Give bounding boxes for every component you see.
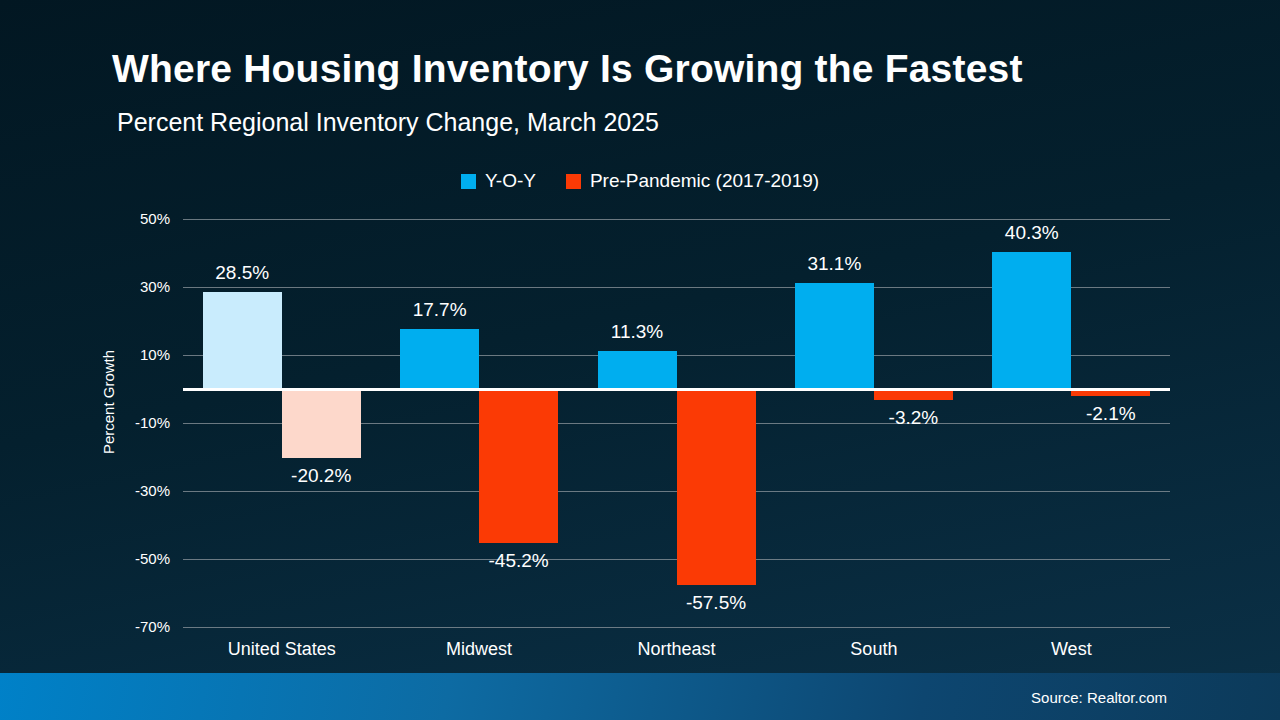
x-axis-label-south: South (850, 639, 897, 660)
chart-subtitle: Percent Regional Inventory Change, March… (117, 108, 659, 137)
y-tick-label: -10% (92, 414, 170, 431)
source-credit: Source: Realtor.com (1031, 688, 1167, 705)
y-tick-label: 10% (92, 346, 170, 363)
chart-legend: Y-O-Y Pre-Pandemic (2017-2019) (0, 170, 1280, 192)
bar-value-label: -3.2% (889, 407, 939, 429)
bar-value-label: 31.1% (807, 253, 861, 275)
legend-label-prepandemic: Pre-Pandemic (2017-2019) (590, 170, 819, 192)
x-axis-label-west: West (1051, 639, 1092, 660)
prepandemic-swatch-icon (566, 174, 581, 189)
bar-west-yoy (992, 252, 1071, 389)
yoy-swatch-icon (461, 174, 476, 189)
bar-northeast-prepandemic (677, 389, 756, 585)
gridline-50 (183, 219, 1170, 220)
y-tick-label: -70% (92, 618, 170, 635)
bar-value-label: 11.3% (611, 321, 663, 343)
bar-midwest-yoy (400, 329, 479, 389)
footer-bar: Source: Realtor.com (0, 673, 1280, 720)
zero-baseline (183, 388, 1170, 391)
y-tick-label: -30% (92, 482, 170, 499)
y-tick-label: 30% (92, 278, 170, 295)
legend-item-yoy: Y-O-Y (461, 170, 536, 192)
bar-value-label: -57.5% (686, 592, 746, 614)
bar-midwest-prepandemic (479, 389, 558, 543)
bar-northeast-yoy (598, 351, 677, 389)
bar-united-states-prepandemic (282, 389, 361, 458)
y-tick-label: -50% (92, 550, 170, 567)
y-axis-title: Percent Growth (100, 350, 117, 454)
bar-value-label: -2.1% (1086, 403, 1136, 425)
bar-value-label: -45.2% (488, 550, 548, 572)
legend-label-yoy: Y-O-Y (485, 170, 536, 192)
bar-value-label: 28.5% (215, 262, 269, 284)
bar-value-label: 17.7% (413, 299, 467, 321)
legend-item-prepandemic: Pre-Pandemic (2017-2019) (566, 170, 819, 192)
page-title: Where Housing Inventory Is Growing the F… (112, 47, 1023, 91)
bar-value-label: -20.2% (291, 465, 351, 487)
bar-south-yoy (795, 283, 874, 389)
x-axis-label-northeast: Northeast (637, 639, 715, 660)
x-axis-label-united-states: United States (228, 639, 336, 660)
gridline--70 (183, 627, 1170, 628)
bar-south-prepandemic (874, 389, 953, 400)
y-tick-label: 50% (92, 210, 170, 227)
bar-united-states-yoy (203, 292, 282, 389)
x-axis-label-midwest: Midwest (446, 639, 512, 660)
bar-value-label: 40.3% (1005, 222, 1059, 244)
